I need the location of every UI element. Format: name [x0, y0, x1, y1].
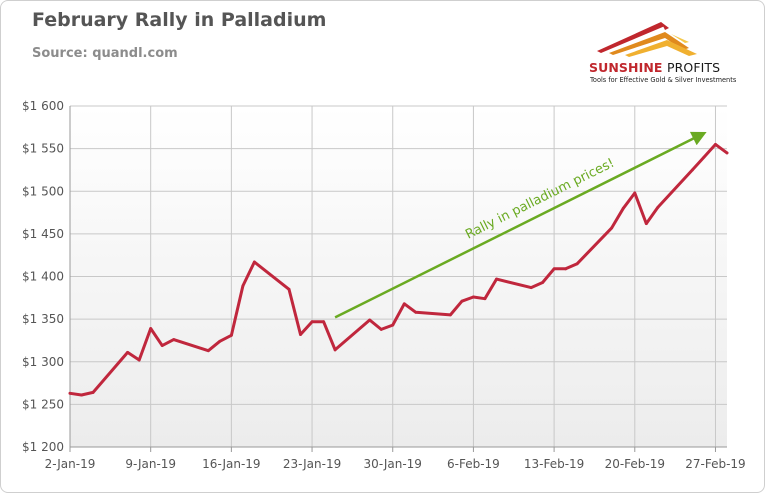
- data-point: [160, 344, 164, 347]
- data-point: [241, 284, 245, 288]
- data-point: [529, 286, 533, 289]
- data-point: [552, 267, 556, 271]
- data-point: [149, 327, 153, 330]
- x-tick-label: 16-Jan-19: [202, 457, 260, 471]
- y-tick-label: $1 500: [22, 184, 64, 198]
- data-point: [68, 391, 72, 395]
- data-point: [725, 151, 729, 155]
- data-point: [644, 222, 648, 226]
- y-tick-label: $1 350: [22, 312, 64, 326]
- y-tick-label: $1 250: [22, 397, 64, 411]
- data-point: [368, 318, 372, 322]
- data-point: [691, 168, 694, 172]
- chart-subtitle: Source: quandl.com: [32, 46, 178, 61]
- data-point: [333, 348, 337, 352]
- data-point: [448, 313, 452, 317]
- data-point: [91, 391, 95, 394]
- data-point: [714, 142, 717, 146]
- y-tick-label: $1 300: [22, 355, 64, 369]
- series-layer: [68, 142, 729, 397]
- y-tick-label: $1 450: [22, 227, 64, 241]
- x-tick-label: 2-Jan-19: [45, 457, 96, 471]
- data-point: [253, 260, 256, 264]
- data-point: [322, 320, 325, 324]
- data-point: [483, 297, 487, 301]
- data-point: [299, 333, 302, 336]
- data-point: [402, 302, 406, 306]
- x-tick-label: 9-Jan-19: [125, 457, 176, 471]
- data-point: [472, 295, 475, 299]
- y-tick-label: $1 200: [22, 440, 64, 454]
- data-point: [172, 338, 176, 341]
- data-point: [633, 191, 637, 195]
- grid-layer: [69, 105, 727, 448]
- x-tick-label: 27-Feb-19: [685, 457, 745, 471]
- y-tick-label: $1 550: [22, 142, 64, 156]
- logo-name-part2: PROFITS: [666, 60, 721, 75]
- data-point: [218, 339, 222, 343]
- data-point: [391, 323, 395, 327]
- data-point: [414, 310, 418, 314]
- x-tick-label: 30-Jan-19: [364, 457, 422, 471]
- axis-layer: $1 200 $1 250 $1 300 $1 350 $1 400 $1 450 $1 5…: [22, 99, 746, 471]
- logo-name-part1: SUNSHINE: [589, 60, 663, 75]
- data-point: [80, 393, 83, 397]
- y-tick-label: $1 400: [22, 270, 64, 284]
- data-point: [379, 327, 383, 331]
- data-point: [564, 267, 568, 271]
- data-point: [575, 262, 579, 266]
- data-point: [541, 281, 544, 284]
- y-tick-label: $1 600: [22, 99, 64, 113]
- rally-arrow: [334, 131, 707, 319]
- x-tick-label: 20-Feb-19: [605, 457, 665, 471]
- data-point: [229, 333, 233, 337]
- data-point: [495, 277, 498, 281]
- sunshine-profits-logo-icon: [597, 22, 697, 57]
- logo-tagline: Tools for Effective Gold & Silver Invest…: [590, 76, 737, 84]
- palladium-price-line: [68, 142, 729, 397]
- data-point: [460, 299, 464, 303]
- data-point: [610, 226, 614, 230]
- x-tick-label: 13-Feb-19: [524, 457, 584, 471]
- data-point: [621, 206, 625, 210]
- x-tick-label: 6-Feb-19: [447, 457, 500, 471]
- data-point: [656, 206, 660, 209]
- data-point: [126, 350, 130, 354]
- data-point: [287, 287, 291, 291]
- data-point: [206, 349, 210, 353]
- logo-name: SUNSHINE PROFITS: [589, 60, 720, 75]
- x-tick-label: 23-Jan-19: [283, 457, 341, 471]
- data-point: [310, 320, 314, 324]
- data-point: [702, 155, 706, 159]
- data-point: [137, 358, 141, 362]
- chart-title: February Rally in Palladium: [32, 9, 327, 31]
